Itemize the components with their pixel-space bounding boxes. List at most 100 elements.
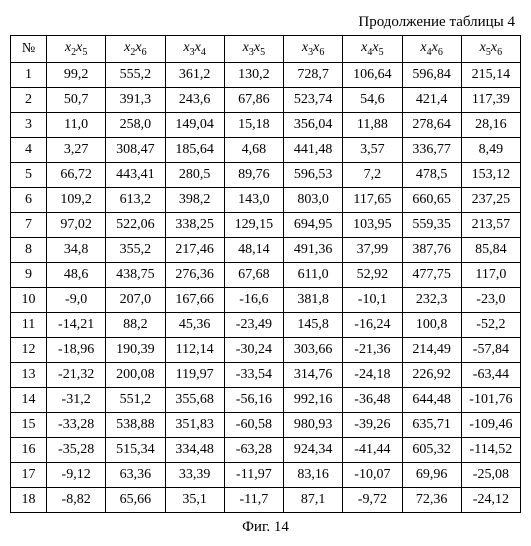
col-header-x3x6: x3x6 — [284, 36, 343, 63]
cell: -101,76 — [461, 387, 520, 412]
cell: 34,8 — [47, 237, 106, 262]
cell: 153,12 — [461, 162, 520, 187]
cell: 109,2 — [47, 187, 106, 212]
cell: 11,0 — [47, 112, 106, 137]
cell: 117,65 — [343, 187, 402, 212]
col-header-x4x6: x4x6 — [402, 36, 461, 63]
cell: 8,49 — [461, 137, 520, 162]
table-row: 13-21,32200,08119,97-33,54314,76-24,1822… — [11, 362, 521, 387]
table-body: 199,2555,2361,2130,2728,7106,64596,84215… — [11, 62, 521, 512]
cell: 15,18 — [224, 112, 283, 137]
row-number: 1 — [11, 62, 47, 87]
cell: 611,0 — [284, 262, 343, 287]
cell: -56,16 — [224, 387, 283, 412]
cell: -30,24 — [224, 337, 283, 362]
row-number: 15 — [11, 412, 47, 437]
cell: 185,64 — [165, 137, 224, 162]
cell: -33,28 — [47, 412, 106, 437]
cell: 89,76 — [224, 162, 283, 187]
cell: -10,07 — [343, 462, 402, 487]
cell: 143,0 — [224, 187, 283, 212]
cell: -16,24 — [343, 312, 402, 337]
cell: 361,2 — [165, 62, 224, 87]
table-row: 43,27308,47185,644,68441,483,57336,778,4… — [11, 137, 521, 162]
cell: 635,71 — [402, 412, 461, 437]
cell: 398,2 — [165, 187, 224, 212]
cell: 11,88 — [343, 112, 402, 137]
cell: 338,25 — [165, 212, 224, 237]
cell: -24,18 — [343, 362, 402, 387]
col-header-x4x5: x4x5 — [343, 36, 402, 63]
cell: 63,36 — [106, 462, 165, 487]
cell: 97,02 — [47, 212, 106, 237]
cell: 54,6 — [343, 87, 402, 112]
figure-caption: Фиг. 14 — [10, 519, 521, 536]
cell: 37,99 — [343, 237, 402, 262]
table-row: 834,8355,2217,4648,14491,3637,99387,7685… — [11, 237, 521, 262]
cell: -109,46 — [461, 412, 520, 437]
cell: -36,48 — [343, 387, 402, 412]
cell: 441,48 — [284, 137, 343, 162]
cell: 207,0 — [106, 287, 165, 312]
cell: 596,53 — [284, 162, 343, 187]
cell: -21,36 — [343, 337, 402, 362]
cell: 356,04 — [284, 112, 343, 137]
cell: 48,14 — [224, 237, 283, 262]
cell: 215,14 — [461, 62, 520, 87]
cell: 83,16 — [284, 462, 343, 487]
cell: -21,32 — [47, 362, 106, 387]
table-row: 10-9,0207,0167,66-16,6381,8-10,1232,3-23… — [11, 287, 521, 312]
cell: 103,95 — [343, 212, 402, 237]
cell: -25,08 — [461, 462, 520, 487]
cell: 605,32 — [402, 437, 461, 462]
table-row: 15-33,28538,88351,83-60,58980,93-39,2663… — [11, 412, 521, 437]
cell: 336,77 — [402, 137, 461, 162]
cell: 278,64 — [402, 112, 461, 137]
cell: 112,14 — [165, 337, 224, 362]
table-row: 311,0258,0149,0415,18356,0411,88278,6428… — [11, 112, 521, 137]
table-row: 566,72443,41280,589,76596,537,2478,5153,… — [11, 162, 521, 187]
cell: 355,68 — [165, 387, 224, 412]
cell: 387,76 — [402, 237, 461, 262]
data-table: № x2x5 x2x6 x3x4 x3x5 x3x6 x4x5 x4x6 x5x… — [10, 35, 521, 513]
cell: -23,49 — [224, 312, 283, 337]
cell: 478,5 — [402, 162, 461, 187]
cell: 145,8 — [284, 312, 343, 337]
cell: -57,84 — [461, 337, 520, 362]
table-row: 250,7391,3243,667,86523,7454,6421,4117,3… — [11, 87, 521, 112]
cell: -11,97 — [224, 462, 283, 487]
cell: 167,66 — [165, 287, 224, 312]
col-header-x5x6: x5x6 — [461, 36, 520, 63]
table-continuation-caption: Продолжение таблицы 4 — [10, 14, 515, 31]
table-row: 16-35,28515,34334,48-63,28924,34-41,4460… — [11, 437, 521, 462]
cell: 106,64 — [343, 62, 402, 87]
cell: 129,15 — [224, 212, 283, 237]
cell: 99,2 — [47, 62, 106, 87]
table-row: 14-31,2551,2355,68-56,16992,16-36,48644,… — [11, 387, 521, 412]
table-row: 199,2555,2361,2130,2728,7106,64596,84215… — [11, 62, 521, 87]
cell: 67,86 — [224, 87, 283, 112]
cell: 523,74 — [284, 87, 343, 112]
cell: 45,36 — [165, 312, 224, 337]
cell: 391,3 — [106, 87, 165, 112]
cell: 694,95 — [284, 212, 343, 237]
cell: -31,2 — [47, 387, 106, 412]
cell: 149,04 — [165, 112, 224, 137]
cell: 660,65 — [402, 187, 461, 212]
cell: 334,48 — [165, 437, 224, 462]
cell: 280,5 — [165, 162, 224, 187]
row-number: 16 — [11, 437, 47, 462]
row-number: 6 — [11, 187, 47, 212]
col-header-x2x5: x2x5 — [47, 36, 106, 63]
cell: -9,12 — [47, 462, 106, 487]
cell: 232,3 — [402, 287, 461, 312]
cell: 551,2 — [106, 387, 165, 412]
table-row: 11-14,2188,245,36-23,49145,8-16,24100,8-… — [11, 312, 521, 337]
cell: 980,93 — [284, 412, 343, 437]
cell: 438,75 — [106, 262, 165, 287]
table-row: 12-18,96190,39112,14-30,24303,66-21,3621… — [11, 337, 521, 362]
cell: 200,08 — [106, 362, 165, 387]
cell: -52,2 — [461, 312, 520, 337]
cell: 7,2 — [343, 162, 402, 187]
row-number: 7 — [11, 212, 47, 237]
